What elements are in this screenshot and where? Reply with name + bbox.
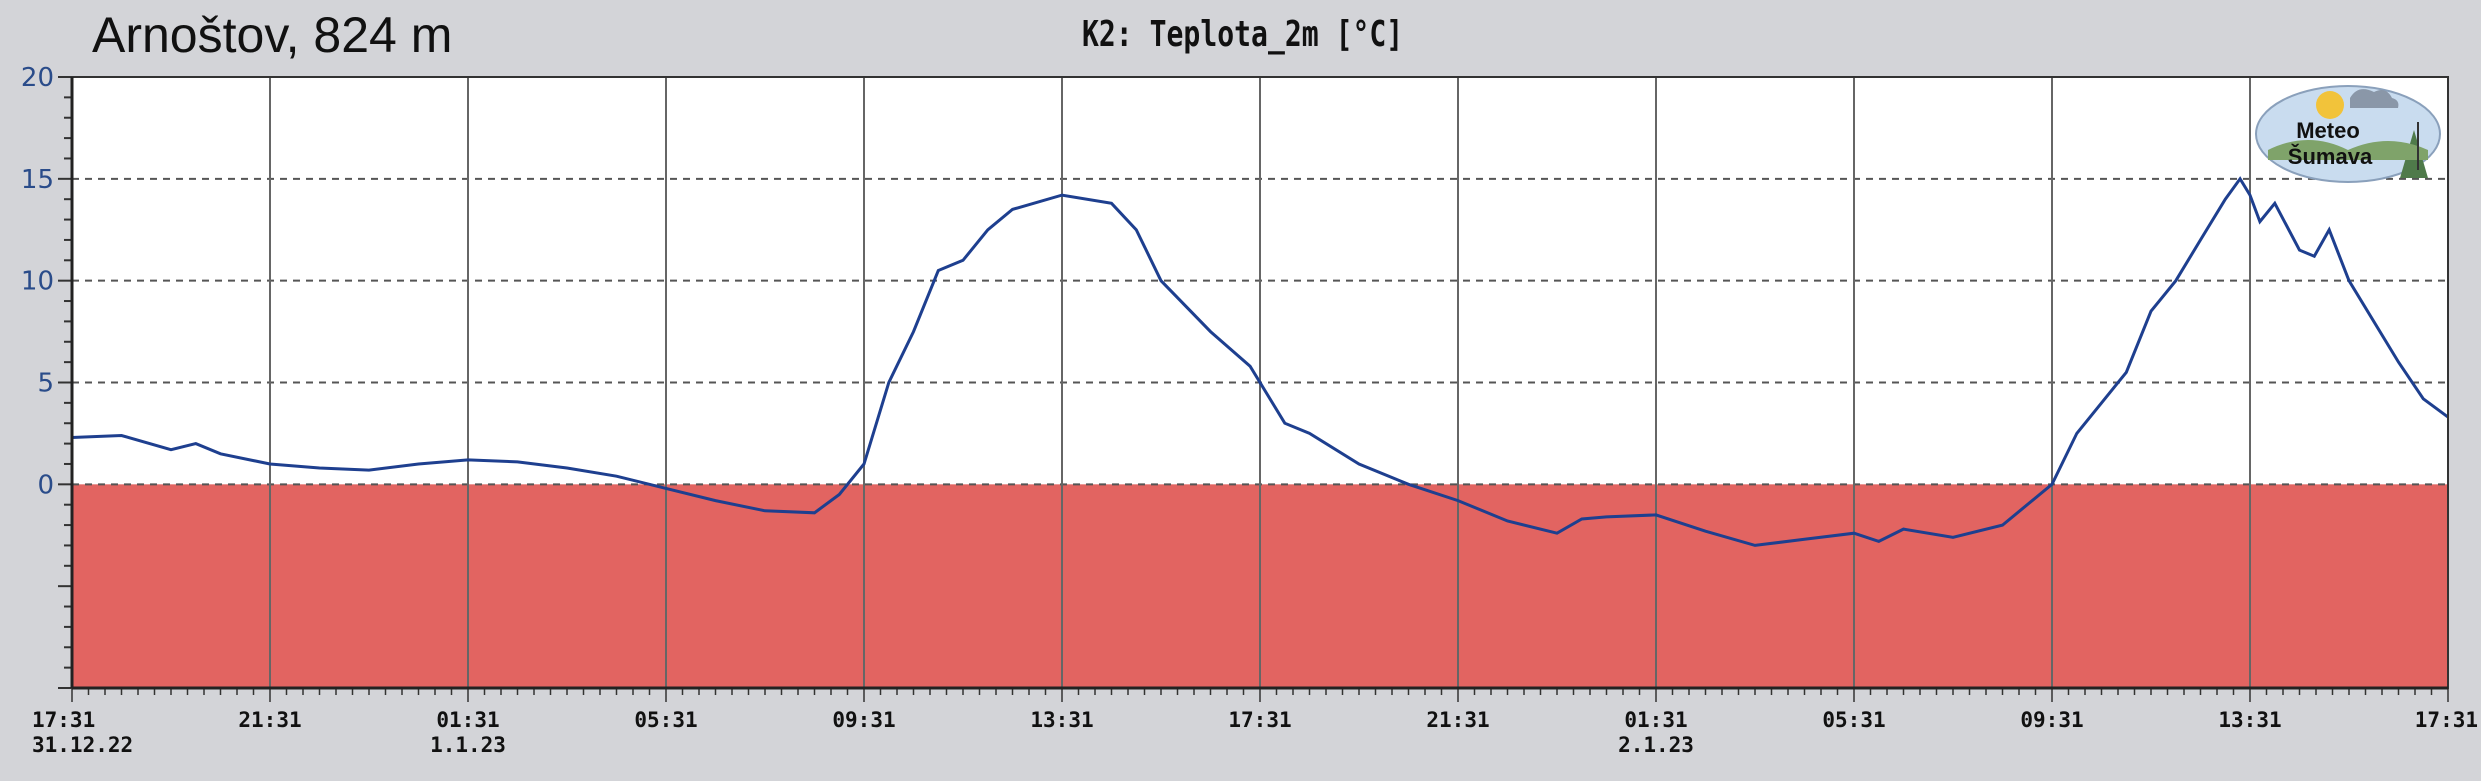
x-tick-time: 21:31 (1426, 708, 1489, 732)
sun-icon (2316, 91, 2344, 119)
x-tick-time: 17:31 (2415, 708, 2478, 732)
x-tick-time: 21:31 (238, 708, 301, 732)
x-tick-date: 1.1.23 (430, 733, 506, 757)
x-tick-time: 13:31 (1030, 708, 1093, 732)
x-tick-time: 09:31 (832, 708, 895, 732)
x-tick-date: 2.1.23 (1618, 733, 1694, 757)
y-tick-label: 10 (21, 267, 54, 297)
chart-title: K2: Teplota_2m [°C] (1081, 14, 1404, 55)
logo-line1: Meteo (2296, 118, 2360, 143)
x-tick-time: 17:31 (1228, 708, 1291, 732)
cloud-icon (2350, 89, 2399, 108)
x-tick-date: 31.12.22 (32, 733, 133, 757)
y-minor-ticks (58, 76, 72, 689)
x-tick-time: 01:31 (436, 708, 499, 732)
y-tick-label: 20 (21, 63, 54, 93)
station-title: Arnoštov, 824 m (92, 7, 453, 63)
logo-line2: Šumava (2288, 144, 2373, 169)
y-tick-label: 15 (21, 165, 54, 195)
x-tick-time: 13:31 (2218, 708, 2281, 732)
hills-icon (2268, 140, 2428, 160)
vertical-gridlines (269, 77, 2251, 688)
x-tick-time: 05:31 (634, 708, 697, 732)
meteo-sumava-logo: Meteo Šumava (2255, 85, 2441, 183)
y-tick-labels: 0 5 10 15 20 (21, 63, 54, 500)
x-tick-time: 17:31 (32, 708, 95, 732)
y-tick-label: 0 (37, 470, 54, 500)
x-minor-ticks (71, 688, 2449, 702)
x-tick-time: 09:31 (2020, 708, 2083, 732)
y-tick-label: 5 (37, 369, 54, 399)
x-tick-time: 05:31 (1822, 708, 1885, 732)
temperature-series-line (71, 176, 2449, 547)
x-tick-time: 01:31 (1624, 708, 1687, 732)
